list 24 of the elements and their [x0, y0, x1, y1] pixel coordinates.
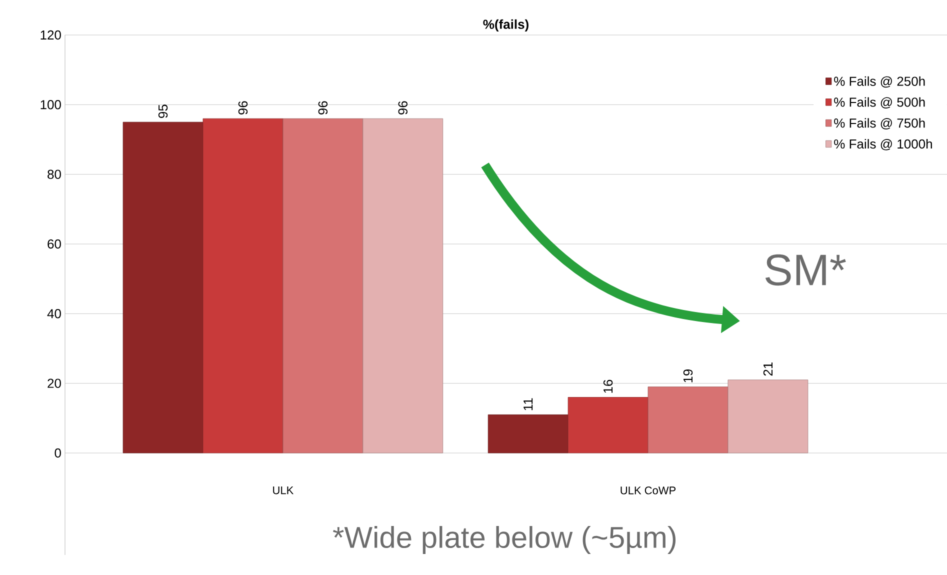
- data-label: 16: [603, 380, 613, 393]
- legend-label: % Fails @ 1000h: [834, 139, 932, 150]
- annotation: SM*: [765, 254, 846, 286]
- x-tick-label: ULK CoWP: [620, 486, 676, 494]
- data-label: 19: [683, 369, 693, 382]
- data-label: 95: [158, 104, 168, 118]
- y-tick-label: 80: [48, 170, 61, 179]
- y-tick-label: 0: [54, 448, 61, 458]
- data-label: 21: [763, 362, 772, 376]
- text: *Wide plate below (~5µm): [333, 526, 676, 554]
- y-tick-label: 60: [48, 239, 61, 249]
- legend-label: % Fails @ 250h: [834, 76, 925, 88]
- chart-title: %(fails): [483, 19, 528, 32]
- y-tick-label: 100: [40, 100, 61, 110]
- data-label: 96: [238, 101, 248, 114]
- x-tick-label: ULK: [273, 486, 294, 494]
- y-tick-label: 20: [48, 378, 61, 388]
- y-tick-label: 40: [47, 309, 61, 318]
- legend-label: % Fails @ 500h: [834, 97, 925, 108]
- y-tick-label: 120: [40, 30, 61, 40]
- data-label: 11: [524, 398, 533, 410]
- data-label: 96: [398, 101, 408, 114]
- data-label: 96: [318, 101, 328, 114]
- legend-label: % Fails @ 750h: [834, 118, 925, 130]
